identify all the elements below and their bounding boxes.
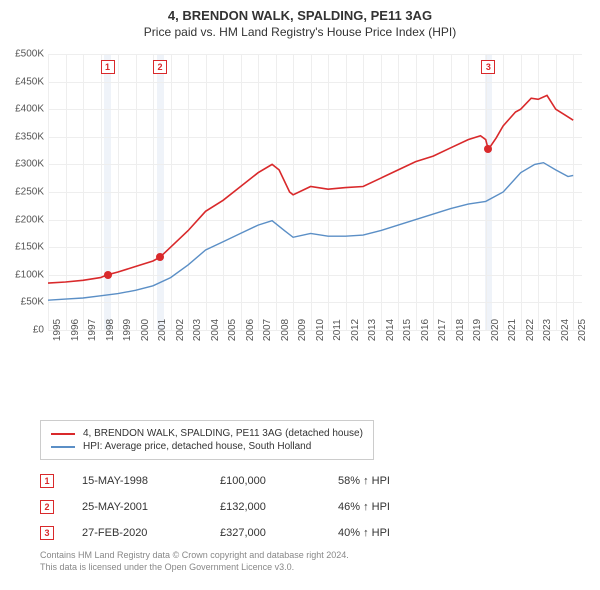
series-hpi	[48, 163, 573, 301]
chart-subtitle: Price paid vs. HM Land Registry's House …	[0, 23, 600, 39]
sale-point	[484, 145, 492, 153]
y-axis-label: £150K	[15, 242, 48, 253]
sales-delta: 46% ↑ HPI	[338, 501, 438, 513]
y-axis-label: £350K	[15, 131, 48, 142]
sales-marker: 3	[40, 526, 54, 540]
sales-marker: 1	[40, 474, 54, 488]
legend-label: 4, BRENDON WALK, SPALDING, PE11 3AG (det…	[83, 428, 363, 439]
sale-marker-2: 2	[153, 60, 167, 74]
y-axis-label: £50K	[21, 297, 48, 308]
sales-price: £327,000	[220, 527, 310, 539]
y-axis-label: £0	[33, 325, 48, 336]
sales-date: 25-MAY-2001	[82, 501, 192, 513]
y-axis-label: £500K	[15, 49, 48, 60]
sales-delta: 58% ↑ HPI	[338, 475, 438, 487]
sale-marker-1: 1	[101, 60, 115, 74]
sales-price: £100,000	[220, 475, 310, 487]
sales-row: 3 27-FEB-2020 £327,000 40% ↑ HPI	[40, 520, 438, 546]
footer-line-1: Contains HM Land Registry data © Crown c…	[40, 550, 349, 562]
chart-title: 4, BRENDON WALK, SPALDING, PE11 3AG	[0, 0, 600, 23]
sales-date: 27-FEB-2020	[82, 527, 192, 539]
sales-row: 1 15-MAY-1998 £100,000 58% ↑ HPI	[40, 468, 438, 494]
legend-swatch	[51, 446, 75, 448]
sale-point	[104, 271, 112, 279]
sales-row: 2 25-MAY-2001 £132,000 46% ↑ HPI	[40, 494, 438, 520]
sale-point	[156, 253, 164, 261]
y-axis-label: £100K	[15, 269, 48, 280]
sales-price: £132,000	[220, 501, 310, 513]
footer-attribution: Contains HM Land Registry data © Crown c…	[40, 550, 349, 573]
legend: 4, BRENDON WALK, SPALDING, PE11 3AG (det…	[40, 420, 374, 460]
series-property	[48, 95, 573, 283]
chart-area: £0 £50K £100K £150K £200K £250K £300K £350K £400…	[0, 46, 600, 376]
sales-delta: 40% ↑ HPI	[338, 527, 438, 539]
sales-marker: 2	[40, 500, 54, 514]
line-layer	[48, 54, 582, 330]
sale-marker-3: 3	[481, 60, 495, 74]
sales-table: 1 15-MAY-1998 £100,000 58% ↑ HPI 2 25-MAY-200…	[40, 468, 438, 546]
legend-label: HPI: Average price, detached house, Sout…	[83, 441, 311, 452]
plot-area: £0£50K£100K£150K£200K£250K£300K£350K£400…	[48, 54, 582, 330]
y-axis-label: £450K	[15, 76, 48, 87]
y-axis-label: £400K	[15, 104, 48, 115]
y-axis-label: £250K	[15, 187, 48, 198]
sales-date: 15-MAY-1998	[82, 475, 192, 487]
legend-swatch	[51, 433, 75, 435]
legend-item: 4, BRENDON WALK, SPALDING, PE11 3AG (det…	[51, 427, 363, 440]
y-axis-label: £300K	[15, 159, 48, 170]
y-axis-label: £200K	[15, 214, 48, 225]
footer-line-2: This data is licensed under the Open Gov…	[40, 562, 349, 574]
legend-item: HPI: Average price, detached house, Sout…	[51, 440, 363, 453]
